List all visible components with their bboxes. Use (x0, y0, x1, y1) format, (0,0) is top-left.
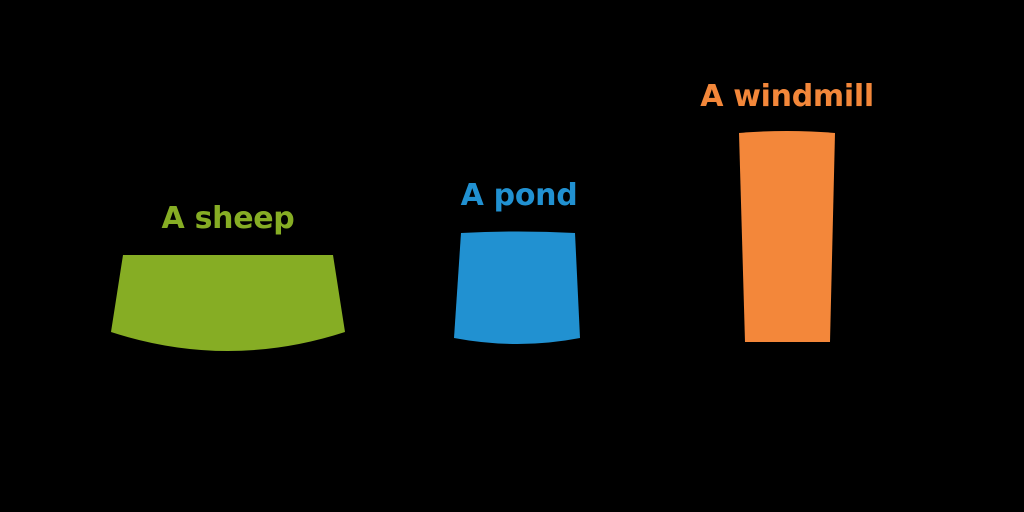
windmill-label: A windmill (700, 79, 874, 114)
pond-shape (454, 231, 580, 344)
windmill-shape (739, 131, 835, 342)
sheep-label: A sheep (161, 201, 295, 236)
sheep-shape (111, 255, 345, 351)
pond-label: A pond (460, 178, 578, 213)
